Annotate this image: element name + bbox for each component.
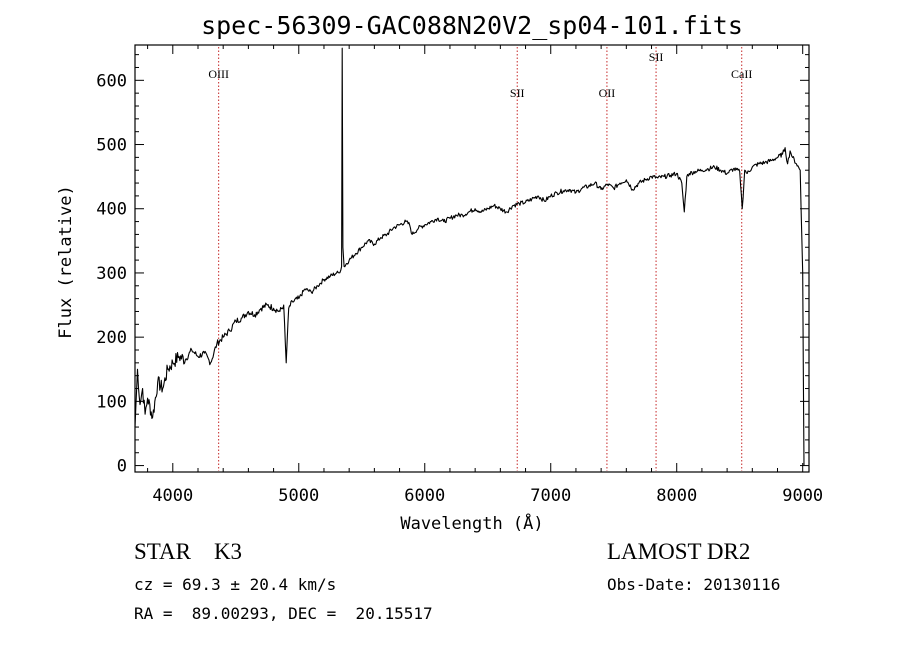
spectrum-line bbox=[134, 47, 805, 466]
spectral-line-label: SII bbox=[510, 86, 525, 100]
x-axis-label: Wavelength (Å) bbox=[400, 512, 543, 534]
y-tick-label: 200 bbox=[96, 328, 127, 348]
y-tick-label: 500 bbox=[96, 136, 127, 156]
x-tick-label: 6000 bbox=[404, 486, 445, 506]
plot-frame bbox=[134, 44, 810, 473]
spectral-line-label: CaII bbox=[731, 67, 752, 81]
y-axis: 0 100 200 300 400 500 600 bbox=[96, 54, 809, 477]
x-tick-label: 9000 bbox=[782, 486, 823, 506]
spectral-line-label: OIII bbox=[208, 67, 229, 81]
x-axis: 4000 5000 6000 7000 8000 9000 bbox=[147, 45, 823, 506]
spectral-line-label: SII bbox=[649, 50, 664, 64]
spectrum-layer bbox=[134, 47, 805, 466]
x-tick-label: 7000 bbox=[530, 486, 571, 506]
spectral-line-markers: OIII SII OII SII CaII bbox=[208, 47, 752, 471]
x-tick-label: 5000 bbox=[278, 486, 319, 506]
survey-label: LAMOST DR2 bbox=[607, 539, 751, 564]
y-tick-label: 100 bbox=[96, 392, 127, 412]
y-tick-label: 0 bbox=[117, 457, 127, 477]
chart-title: spec-56309-GAC088N20V2_sp04-101.fits bbox=[201, 11, 743, 40]
coordinates: RA = 89.00293, DEC = 20.15517 bbox=[134, 604, 433, 623]
y-tick-label: 400 bbox=[96, 200, 127, 220]
object-class: STAR K3 bbox=[134, 539, 243, 564]
y-tick-label: 600 bbox=[96, 71, 127, 91]
redshift-velocity: cz = 69.3 ± 20.4 km/s bbox=[134, 575, 337, 594]
y-axis-label: Flux (relative) bbox=[56, 185, 76, 339]
y-tick-label: 300 bbox=[96, 264, 127, 284]
x-tick-label: 4000 bbox=[152, 486, 193, 506]
x-tick-label: 8000 bbox=[656, 486, 697, 506]
observation-date: Obs-Date: 20130116 bbox=[607, 575, 781, 594]
spectral-line-label: OII bbox=[599, 86, 616, 100]
